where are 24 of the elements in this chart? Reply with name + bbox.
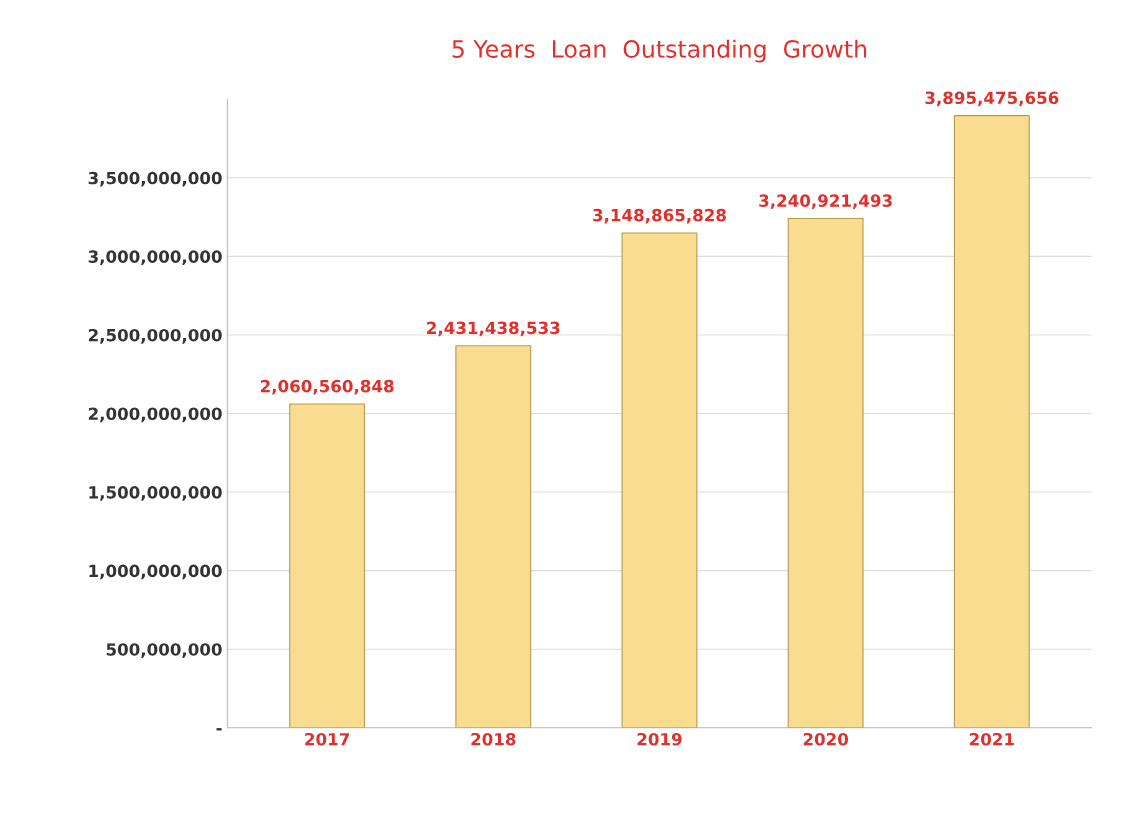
data-label: 2,431,438,533 — [427, 321, 560, 337]
y-tick-label: - — [216, 728, 222, 731]
y-tick-label: 2,000,000,000 — [88, 407, 222, 423]
bar — [953, 115, 1030, 728]
x-tick-label: 2017 — [305, 732, 349, 746]
y-tick-label: 1,000,000,000 — [89, 564, 222, 580]
y-tick-label: 3,500,000,000 — [88, 171, 222, 187]
y-tick-label: 2,500,000,000 — [88, 328, 222, 344]
y-tick-label: 3,000,000,000 — [88, 250, 222, 266]
bar — [621, 232, 698, 728]
bar — [787, 217, 864, 728]
data-label: 3,148,865,828 — [593, 208, 726, 224]
bar — [455, 345, 532, 728]
y-tick-label: 500,000,000 — [106, 643, 222, 658]
bar — [289, 403, 366, 728]
data-label: 3,895,475,656 — [925, 91, 1059, 107]
data-label: 3,240,921,493 — [759, 194, 892, 210]
x-tick-label: 2019 — [637, 732, 682, 746]
x-tick-label: 2018 — [471, 732, 516, 746]
chart-title: 5 Years Loan Outstanding Growth — [452, 39, 867, 63]
y-tick-label: 1,500,000,000 — [89, 486, 222, 501]
x-tick-label: 2020 — [803, 732, 849, 746]
data-label: 2,060,560,848 — [260, 379, 394, 395]
x-tick-label: 2021 — [969, 732, 1014, 746]
